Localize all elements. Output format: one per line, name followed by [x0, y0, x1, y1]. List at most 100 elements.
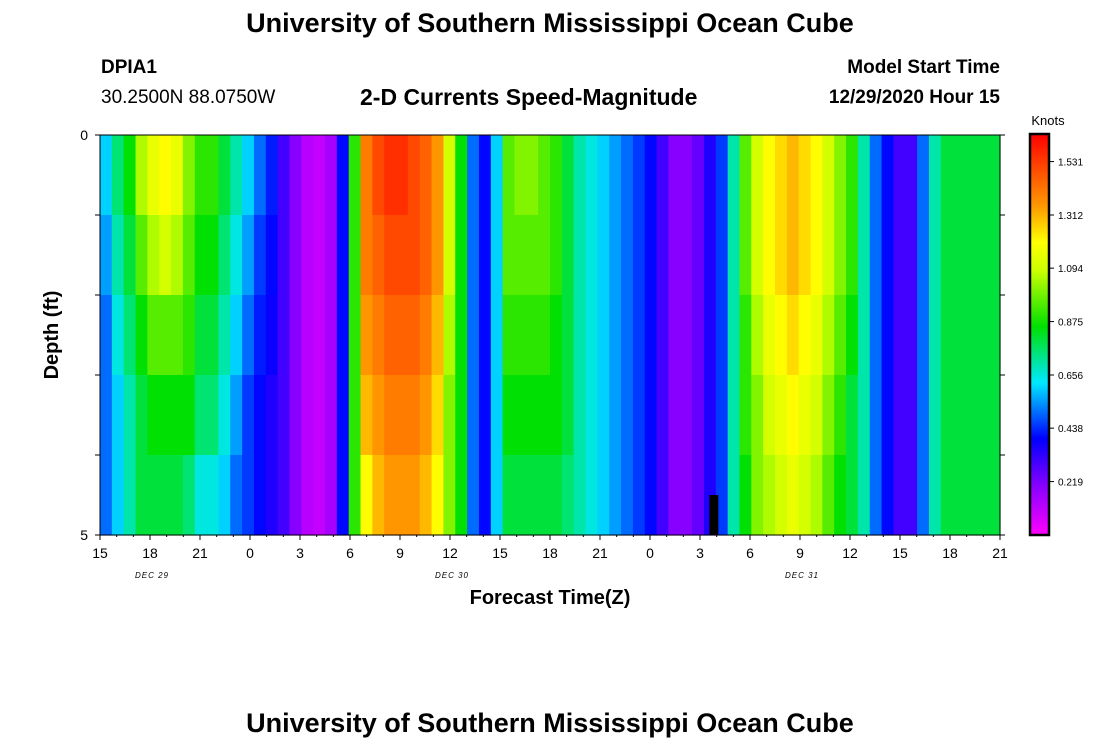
- heatmap-cell: [277, 375, 291, 456]
- heatmap-cell: [206, 295, 220, 376]
- heatmap-cell: [265, 135, 279, 216]
- heatmap-cell: [147, 375, 160, 456]
- heatmap-cell: [206, 135, 220, 216]
- heatmap-cell: [763, 215, 776, 296]
- x-axis-label: Forecast Time(Z): [470, 587, 631, 609]
- heatmap-cell: [561, 135, 575, 216]
- heatmap-cell: [905, 455, 918, 536]
- heatmap-cell: [952, 375, 966, 456]
- heatmap-cell: [396, 295, 409, 376]
- heatmap-cell: [798, 135, 812, 216]
- heatmap-cell: [727, 215, 741, 296]
- heatmap-cell: [538, 295, 551, 376]
- heatmap-cell: [218, 375, 231, 456]
- heatmap-cell: [372, 375, 385, 456]
- heatmap-cell: [111, 295, 125, 376]
- heatmap-cell: [194, 375, 208, 456]
- heatmap-cell: [857, 295, 871, 376]
- heatmap-cell: [632, 295, 646, 376]
- heatmap-cell: [798, 295, 812, 376]
- heatmap-cell: [834, 215, 847, 296]
- heatmap-cell: [277, 455, 291, 536]
- heatmap-cell: [715, 375, 729, 456]
- heatmap-cell: [668, 455, 681, 536]
- heatmap-cell: [478, 375, 492, 456]
- heatmap-cell: [478, 455, 492, 536]
- heatmap-cell: [467, 375, 480, 456]
- heatmap-cell: [644, 215, 658, 296]
- heatmap-cell: [265, 375, 279, 456]
- colorbar-tick-label: 0.438: [1058, 424, 1083, 435]
- heatmap-cell: [964, 215, 977, 296]
- heatmap-cell: [277, 135, 291, 216]
- heatmap-cell: [917, 135, 930, 216]
- heatmap-cell: [100, 135, 113, 216]
- heatmap-cell: [644, 455, 658, 536]
- heatmap-cell: [964, 135, 977, 216]
- heatmap-cell: [171, 135, 184, 216]
- heatmap-cell: [171, 455, 184, 536]
- x-tick-label: 18: [542, 545, 558, 561]
- heatmap-cell: [585, 135, 598, 216]
- axes: 15 18 21 0 3 6 9 12 15 18 21 0 3 6 9 12 15 18 21 DEC 29 DEC …: [80, 127, 1008, 580]
- heatmap-cell: [159, 455, 172, 536]
- heatmap-cell: [857, 455, 871, 536]
- heatmap-cell: [656, 295, 670, 376]
- heatmap-cell: [384, 295, 397, 376]
- heatmap-cell: [242, 215, 255, 296]
- heatmap-cell: [182, 135, 196, 216]
- heatmap-cell: [490, 135, 504, 216]
- heatmap-cell: [869, 375, 883, 456]
- heatmap-cell: [940, 375, 954, 456]
- heatmap-cell: [123, 295, 137, 376]
- heatmap-cell: [573, 295, 587, 376]
- heatmap-cell: [407, 375, 421, 456]
- x-tick-label: 18: [942, 545, 958, 561]
- date-label: DEC 30: [435, 571, 469, 580]
- heatmap-cell: [585, 375, 598, 456]
- heatmap-cell: [881, 135, 895, 216]
- heatmap-cell: [621, 295, 634, 376]
- heatmap-cell: [313, 455, 326, 536]
- heatmap-cell: [443, 455, 456, 536]
- x-tick-label: 15: [92, 545, 108, 561]
- heatmap-cell: [230, 135, 243, 216]
- heatmap-cell: [715, 135, 729, 216]
- heatmap-cell: [514, 215, 527, 296]
- heatmap-cell: [703, 215, 717, 296]
- heatmap-cell: [360, 215, 373, 296]
- heatmap-cell: [952, 215, 966, 296]
- heatmap-cell: [881, 455, 895, 536]
- heatmap-cell: [692, 295, 705, 376]
- heatmap-cell: [431, 375, 445, 456]
- heatmap-cell: [182, 295, 196, 376]
- heatmap-cell: [621, 215, 634, 296]
- y-tick-label: 0: [80, 127, 88, 143]
- heatmap-cell: [739, 455, 752, 536]
- heatmap-cell: [715, 215, 729, 296]
- heatmap-cell: [289, 295, 302, 376]
- heatmap-cell: [609, 215, 622, 296]
- heatmap-cell: [727, 135, 741, 216]
- model-start-value: 12/29/2020 Hour 15: [828, 87, 1000, 108]
- heatmap-cell: [147, 135, 160, 216]
- heatmap-cell: [786, 295, 800, 376]
- heatmap-cell: [739, 375, 752, 456]
- heatmap-cell: [206, 215, 220, 296]
- heatmap-cell: [336, 215, 350, 296]
- heatmap-cell: [171, 295, 184, 376]
- heatmap-cell: [135, 375, 148, 456]
- heatmap-cell: [301, 295, 314, 376]
- heatmap-cell: [384, 215, 397, 296]
- heatmap-cell: [100, 375, 113, 456]
- colorbar-tick-label: 1.531: [1058, 158, 1083, 169]
- heatmap-cell: [988, 135, 1001, 216]
- heatmap-cell: [810, 215, 823, 296]
- heatmap-cell: [514, 375, 527, 456]
- heatmap-cell: [550, 215, 563, 296]
- heatmap-cell: [419, 215, 433, 296]
- heatmap-cell: [786, 375, 800, 456]
- heatmap-cell: [775, 375, 788, 456]
- heatmap-cell: [680, 215, 693, 296]
- heatmap-cell: [360, 375, 373, 456]
